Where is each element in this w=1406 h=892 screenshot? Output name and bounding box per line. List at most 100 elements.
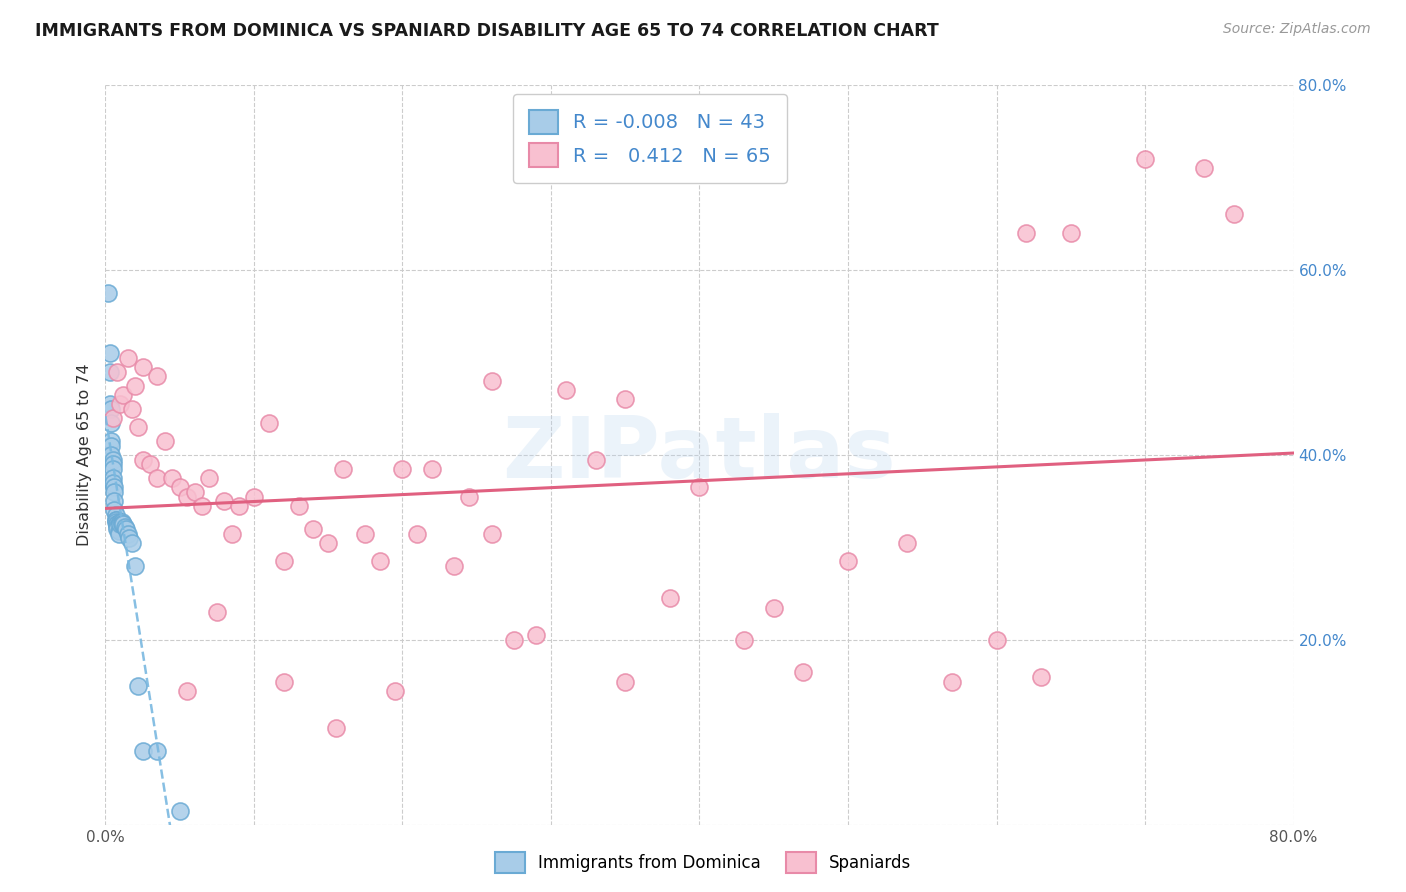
Point <box>101 457 124 471</box>
Point <box>287 499 309 513</box>
Point <box>97 285 120 300</box>
Point <box>101 462 124 476</box>
Point <box>325 721 347 735</box>
Point <box>302 522 325 536</box>
Point <box>101 471 124 485</box>
Point <box>183 485 205 500</box>
Point <box>1223 207 1246 221</box>
Point <box>191 499 214 513</box>
Point <box>104 513 127 527</box>
Point <box>108 526 131 541</box>
Point <box>176 684 198 698</box>
Point <box>1015 226 1038 240</box>
Point <box>896 536 918 550</box>
Point <box>105 517 128 532</box>
Point <box>108 524 131 538</box>
Point <box>114 520 136 534</box>
Point <box>614 392 637 407</box>
Point <box>100 448 122 462</box>
Point <box>118 531 141 545</box>
Legend: Immigrants from Dominica, Spaniards: Immigrants from Dominica, Spaniards <box>488 846 918 880</box>
Point <box>105 365 128 379</box>
Point <box>733 633 755 648</box>
Point <box>105 522 128 536</box>
Point <box>98 397 121 411</box>
Point <box>103 503 125 517</box>
Point <box>124 378 146 392</box>
Point <box>105 520 128 534</box>
Point <box>131 744 153 758</box>
Point <box>391 462 413 476</box>
Point <box>112 388 135 402</box>
Point <box>146 471 169 485</box>
Point <box>502 633 524 648</box>
Point <box>169 804 191 818</box>
Point <box>124 558 146 574</box>
Point <box>121 401 143 416</box>
Point <box>221 526 243 541</box>
Point <box>986 633 1008 648</box>
Point <box>205 605 228 619</box>
Point <box>368 554 391 568</box>
Point <box>100 416 122 430</box>
Point <box>103 480 125 494</box>
Point <box>104 508 127 522</box>
Point <box>214 494 236 508</box>
Point <box>117 351 139 365</box>
Point <box>273 554 295 568</box>
Point <box>658 591 681 606</box>
Point <box>100 439 122 453</box>
Point <box>198 471 221 485</box>
Point <box>406 526 429 541</box>
Point <box>1060 226 1083 240</box>
Legend: R = -0.008   N = 43, R =   0.412   N = 65: R = -0.008 N = 43, R = 0.412 N = 65 <box>513 95 787 183</box>
Point <box>228 499 250 513</box>
Point <box>115 522 138 536</box>
Point <box>127 420 149 434</box>
Point <box>1029 670 1052 684</box>
Point <box>1133 152 1156 166</box>
Point <box>941 674 963 689</box>
Point <box>131 452 153 467</box>
Point <box>100 401 122 416</box>
Point <box>458 490 481 504</box>
Point <box>162 471 184 485</box>
Point <box>131 359 153 374</box>
Point <box>792 665 814 680</box>
Point <box>443 558 465 574</box>
Point <box>257 416 280 430</box>
Point <box>420 462 443 476</box>
Point <box>481 526 503 541</box>
Point <box>104 513 127 527</box>
Point <box>101 475 124 490</box>
Point <box>127 679 149 693</box>
Point <box>100 434 122 448</box>
Point <box>585 452 607 467</box>
Point <box>384 684 406 698</box>
Point <box>316 536 339 550</box>
Point <box>104 515 127 529</box>
Point <box>121 536 143 550</box>
Point <box>524 628 547 642</box>
Point <box>481 374 503 388</box>
Text: ZIPatlas: ZIPatlas <box>502 413 897 497</box>
Point <box>139 457 162 471</box>
Point <box>112 517 135 532</box>
Point <box>243 490 266 504</box>
Point <box>169 480 191 494</box>
Point <box>110 515 132 529</box>
Point <box>273 674 295 689</box>
Point <box>103 485 125 500</box>
Point <box>762 600 785 615</box>
Point <box>103 494 125 508</box>
Point <box>332 462 354 476</box>
Point <box>110 517 132 532</box>
Point <box>354 526 377 541</box>
Point <box>689 480 711 494</box>
Point <box>111 517 134 532</box>
Point <box>614 674 637 689</box>
Text: IMMIGRANTS FROM DOMINICA VS SPANIARD DISABILITY AGE 65 TO 74 CORRELATION CHART: IMMIGRANTS FROM DOMINICA VS SPANIARD DIS… <box>35 22 939 40</box>
Text: Source: ZipAtlas.com: Source: ZipAtlas.com <box>1223 22 1371 37</box>
Point <box>1194 161 1216 175</box>
Point <box>105 517 128 532</box>
